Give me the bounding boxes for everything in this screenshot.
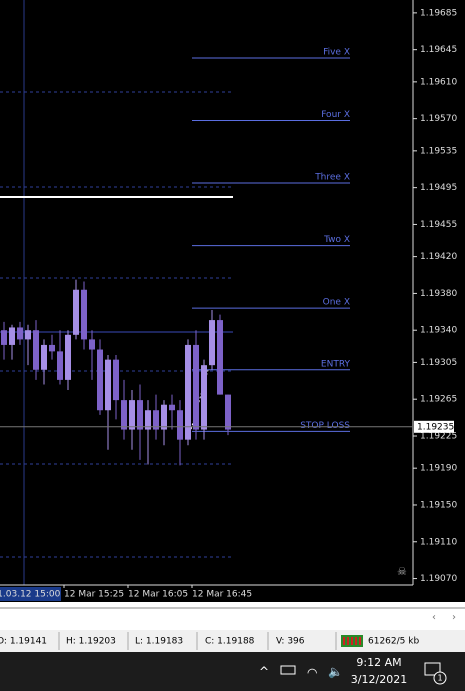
y-tick-label: 1.19535: [420, 146, 457, 156]
candle-body: [145, 410, 151, 430]
candle-body: [177, 410, 183, 440]
y-tick-label: 1.19685: [420, 8, 457, 18]
candle-body: [57, 351, 63, 380]
y-tick-label: 1.19110: [420, 537, 457, 547]
crosshair-time: 2021.03.12 15:00: [0, 590, 61, 600]
candle-body: [161, 404, 167, 430]
y-tick-label: 1.19340: [420, 326, 457, 336]
status-volume: V: 396: [276, 637, 305, 647]
y-tick-label: 1.19190: [420, 464, 457, 474]
battery-icon[interactable]: [280, 665, 296, 675]
notification-count: 1: [437, 674, 442, 683]
bid-label: 1.19235: [417, 422, 454, 432]
y-tick-label: 1.19495: [420, 183, 457, 193]
candle-body: [129, 400, 135, 430]
clock-time[interactable]: 9:12 AM: [356, 656, 401, 669]
status-close: C: 1.19188: [205, 637, 255, 647]
status-high: H: 1.19203: [66, 637, 116, 647]
y-tick-label: 1.19305: [420, 358, 457, 368]
volume-icon[interactable]: 🔈: [328, 665, 343, 679]
candle-body: [17, 327, 23, 340]
candle-body: [137, 400, 143, 430]
candle-body: [97, 349, 103, 411]
tray-chevron[interactable]: ^: [259, 665, 269, 679]
status-open: O: 1.19141: [0, 637, 47, 647]
x-tick-label: 12 Mar 15:25: [64, 590, 124, 600]
y-tick-label: 1.19265: [420, 395, 457, 405]
scroll-area: [0, 602, 465, 630]
candle-body: [113, 359, 119, 401]
wifi-icon[interactable]: ◠: [307, 666, 317, 680]
candle-body: [25, 330, 31, 340]
notification-badge: [433, 671, 447, 685]
y-tick-label: 1.19380: [420, 289, 457, 299]
candle-body: [169, 404, 175, 411]
y-tick-label: 1.19610: [420, 77, 457, 87]
bid-box: [414, 420, 454, 433]
candle-body: [81, 289, 87, 340]
status-traffic: 61262/5 kb: [368, 637, 419, 647]
x-tick-label: 12 Mar 16:05: [128, 590, 188, 600]
taskbar: [0, 652, 465, 691]
level-label: One X: [323, 298, 350, 308]
candle-body: [89, 339, 95, 350]
candle-body: [49, 344, 55, 352]
level-label: Four X: [321, 110, 350, 120]
candle-body: [217, 320, 223, 395]
candle-body: [73, 289, 79, 335]
scroll-left[interactable]: ‹: [432, 612, 436, 623]
candle-body: [1, 330, 7, 345]
chart-background: [0, 0, 465, 602]
candle-body: [105, 359, 111, 411]
notification-icon[interactable]: [424, 662, 441, 676]
level-label: ENTRY: [321, 359, 351, 369]
candle-body: [201, 365, 207, 430]
candle-body: [225, 394, 231, 430]
candle-body: [209, 320, 215, 366]
status-low: L: 1.19183: [135, 637, 183, 647]
candle-body: [41, 344, 47, 370]
level-label: Three X: [314, 173, 350, 183]
level-label: Two X: [323, 235, 350, 245]
y-tick-label: 1.19225: [420, 431, 457, 441]
y-tick-label: 1.19645: [420, 45, 457, 55]
crosshair-time-box: [0, 587, 61, 601]
y-tick-label: 1.19150: [420, 500, 457, 510]
connection-icon: [341, 635, 363, 647]
y-tick-label: 1.19070: [420, 574, 457, 584]
candle-body: [185, 344, 191, 440]
candle-body: [121, 400, 127, 430]
clock-date[interactable]: 3/12/2021: [351, 673, 407, 686]
level-label: STOP LOSS: [300, 421, 350, 431]
candle-body: [33, 330, 39, 370]
y-tick-label: 1.19455: [420, 220, 457, 230]
x-tick-label: 12 Mar 16:45: [192, 590, 252, 600]
y-tick-label: 1.19420: [420, 252, 457, 262]
expert-icon: ☠: [397, 565, 407, 578]
candle-body: [193, 344, 199, 430]
scroll-right[interactable]: ›: [452, 612, 456, 623]
candle-body: [9, 327, 15, 345]
y-tick-label: 1.19570: [420, 114, 457, 124]
candle-body: [153, 410, 159, 430]
candle-body: [65, 334, 71, 380]
level-label: Five X: [323, 47, 350, 57]
